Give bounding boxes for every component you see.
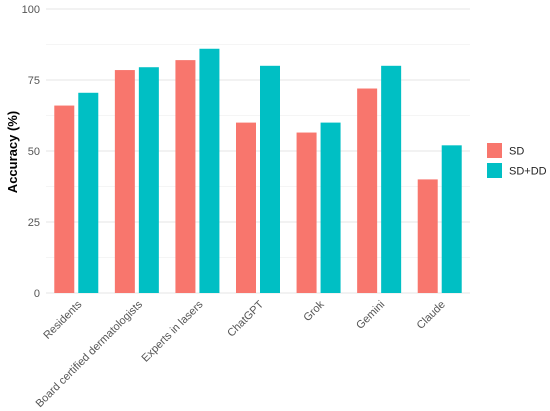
bar-sd [54, 105, 75, 293]
bar-sd [236, 122, 256, 293]
gridlines [46, 8, 470, 294]
x-tick-label: Gemini [354, 299, 387, 332]
bar-sd [417, 179, 438, 293]
y-tick-label: 75 [28, 75, 40, 87]
legend-swatch [487, 143, 502, 158]
bar-sd-dd [320, 122, 341, 293]
bar-sd [114, 70, 135, 293]
x-tick-label: Grok [301, 298, 327, 324]
bar-sd-dd [78, 92, 99, 293]
y-axis-ticks: 0 25 50 75 100 [22, 4, 40, 300]
bar-sd-dd [441, 145, 462, 293]
x-tick-label: Experts in lasers [140, 298, 206, 364]
bar-sd-dd [138, 67, 159, 293]
bar-sd [357, 88, 378, 294]
y-axis-title: Accuracy (%) [5, 111, 20, 193]
bars [54, 48, 462, 294]
legend: SD SD+DD [487, 143, 547, 178]
y-tick-label: 0 [34, 288, 40, 300]
legend-swatch [487, 163, 502, 178]
legend-label: SD+DD [509, 166, 547, 178]
y-tick-label: 25 [28, 217, 40, 229]
bar-sd [296, 132, 317, 293]
legend-label: SD [509, 146, 524, 158]
bar-sd-dd [260, 65, 280, 293]
bar-sd [175, 60, 196, 294]
x-tick-label: Residents [41, 298, 84, 341]
x-tick-label: Board certified dermatologists [34, 298, 146, 410]
y-tick-label: 100 [22, 4, 40, 16]
bar-sd-dd [199, 48, 220, 294]
bar-sd-dd [381, 65, 402, 293]
x-tick-label: Claude [415, 299, 448, 332]
x-tick-label: ChatGPT [225, 298, 266, 339]
y-tick-label: 50 [28, 146, 40, 158]
